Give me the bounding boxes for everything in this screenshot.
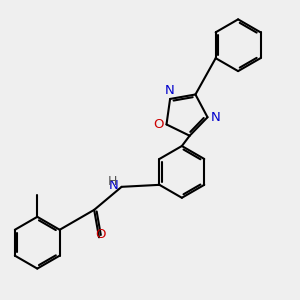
Text: N: N (109, 179, 119, 192)
Text: N: N (165, 84, 175, 97)
Text: O: O (153, 118, 163, 131)
Text: N: N (211, 111, 220, 124)
Text: H: H (108, 175, 118, 188)
Text: O: O (96, 228, 106, 241)
